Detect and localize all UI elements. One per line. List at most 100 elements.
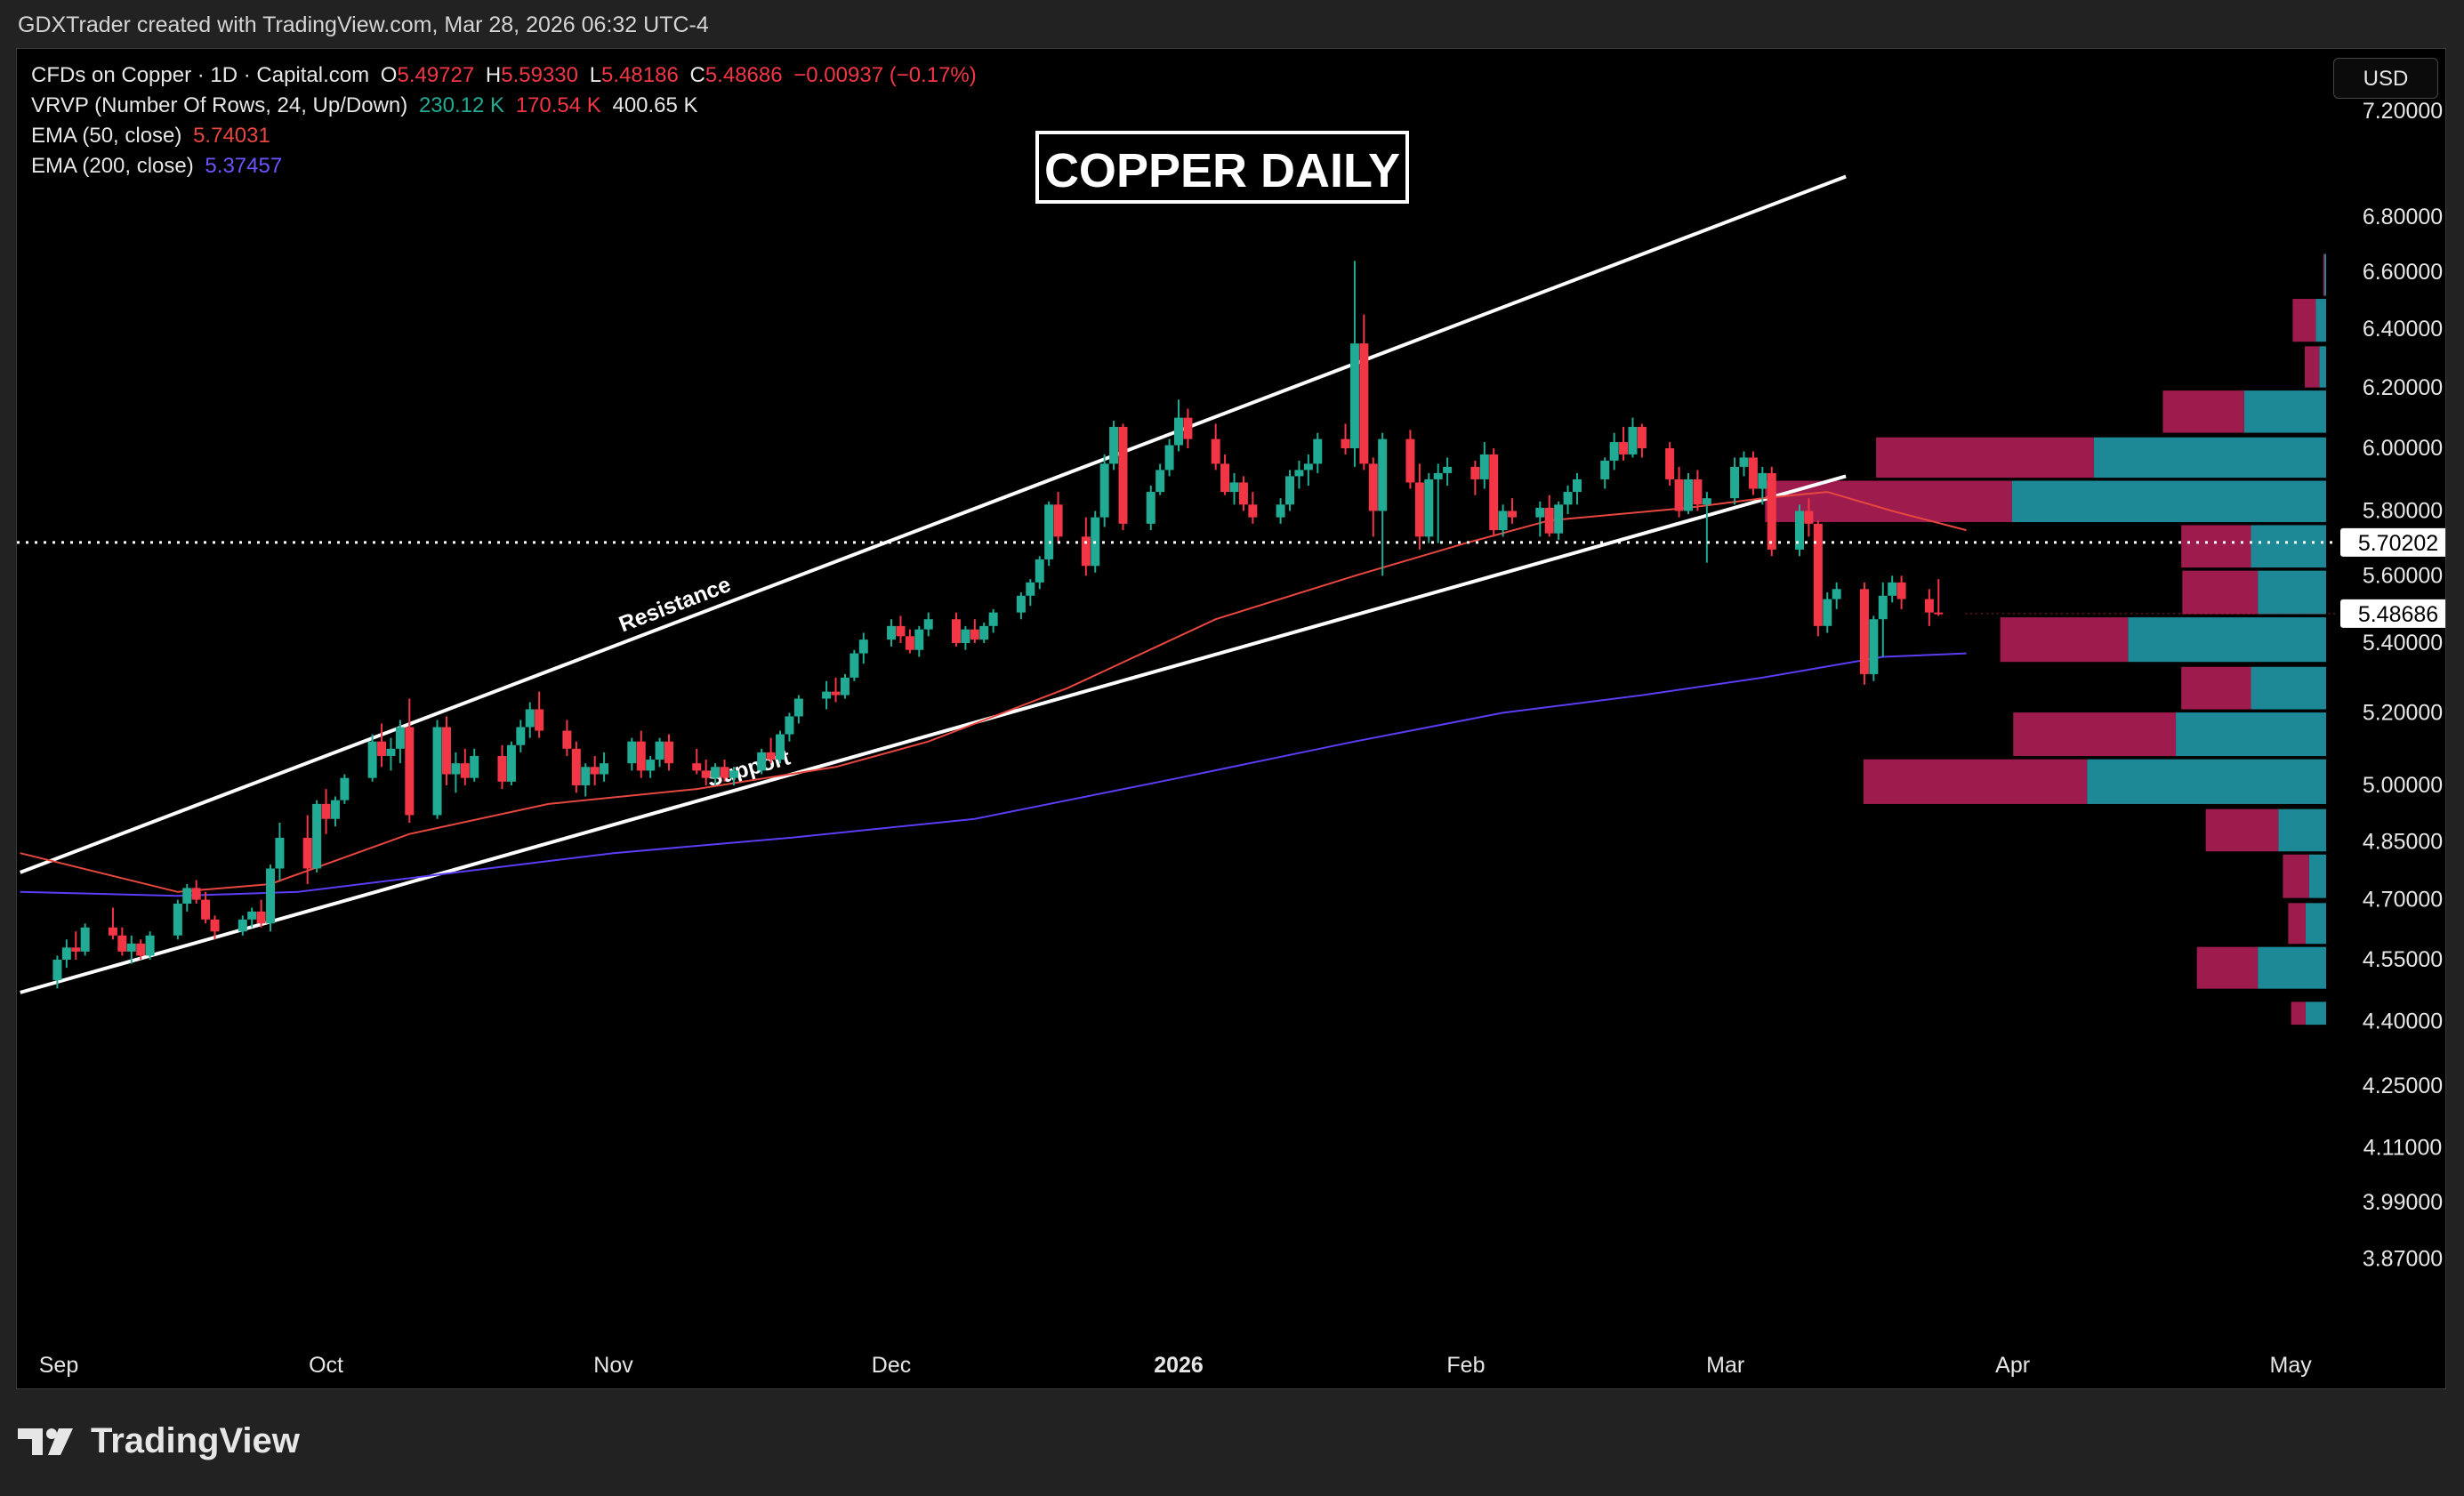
candle-body <box>1081 536 1091 567</box>
candle-body <box>1470 466 1480 479</box>
candle-body <box>1535 507 1545 518</box>
candle-body <box>80 927 90 952</box>
volume-profile-down-bar <box>2305 346 2320 388</box>
candle-body <box>1035 559 1044 583</box>
vrvp-up-value: 230.12 K <box>418 93 505 117</box>
candle-body <box>1767 472 1776 550</box>
candle-body <box>1758 472 1767 489</box>
candle-body <box>238 919 247 932</box>
candle-body <box>1813 523 1823 626</box>
candle-body <box>664 741 674 764</box>
trendline-support <box>20 474 1847 994</box>
candle-body <box>1109 426 1119 464</box>
x-tick-label: Dec <box>872 1353 911 1378</box>
candle-body <box>1285 476 1295 505</box>
candle-body <box>887 625 897 640</box>
volume-profile-up-bar <box>2305 903 2326 945</box>
y-tick-label: 4.11000 <box>2363 1135 2443 1160</box>
y-tick-label: 3.87000 <box>2363 1246 2443 1271</box>
candle-body <box>1628 426 1638 454</box>
candle-body <box>858 639 868 654</box>
candle-body <box>1508 511 1518 518</box>
legend-ema200-row[interactable]: EMA (200, close) 5.37457 <box>31 154 287 179</box>
trendline-resistance <box>20 174 1847 874</box>
x-tick-label: Feb <box>1446 1353 1485 1378</box>
y-tick-label: 4.85000 <box>2363 829 2443 854</box>
candle-body <box>1674 479 1684 511</box>
candle-body <box>571 748 581 785</box>
volume-profile-up-bar <box>2278 808 2326 852</box>
candle-body <box>182 888 192 905</box>
x-tick-label: Nov <box>593 1353 633 1378</box>
y-tick-label: 6.40000 <box>2363 317 2443 342</box>
candle-body <box>405 727 415 816</box>
open-label: O5.49727 <box>380 63 475 87</box>
tradingview-wordmark: TradingView <box>91 1421 300 1460</box>
symbol-label: CFDs on Copper · 1D · Capital.com <box>31 63 370 87</box>
candle-body <box>646 760 656 771</box>
candle-body <box>1433 472 1443 479</box>
legend-ema50-row[interactable]: EMA (50, close) 5.74031 <box>31 124 276 149</box>
candle-body <box>210 919 220 932</box>
candle-body <box>1878 595 1888 620</box>
candle-body <box>191 888 201 900</box>
currency-button[interactable]: USD <box>2333 58 2438 99</box>
candle-body <box>1424 479 1434 537</box>
chart-area[interactable]: 7.20000 6.80000 6.60000 6.40000 6.20000 6.000… <box>16 48 2446 1389</box>
vrvp-total-value: 400.65 K <box>612 93 698 117</box>
candle-body <box>1665 448 1675 479</box>
candle-body <box>979 625 989 640</box>
candle-body <box>1211 438 1220 464</box>
volume-profile-up-bar <box>2305 1001 2326 1025</box>
candle-body <box>951 619 961 643</box>
volume-profile-up-bar <box>2258 570 2326 615</box>
price-tag-label: 5.48686 <box>2358 602 2438 627</box>
candle-body <box>432 727 442 816</box>
candle-body <box>1730 466 1740 499</box>
candle-body <box>535 709 544 731</box>
candle-body <box>822 691 832 699</box>
candle-body <box>136 943 146 956</box>
volume-profile-down-bar <box>2013 712 2177 757</box>
candle-body <box>1313 438 1323 464</box>
volume-profile-down-bar <box>2292 299 2316 342</box>
candle-body <box>1174 417 1183 446</box>
candle-body <box>516 727 526 745</box>
candle-body <box>840 677 850 696</box>
candle-body <box>1554 504 1564 534</box>
candle-body <box>1609 442 1619 461</box>
x-tick-label: Mar <box>1706 1353 1744 1378</box>
volume-profile-down-bar <box>2196 946 2259 989</box>
volume-profile-down-bar <box>2291 1001 2306 1025</box>
candle-body <box>1099 463 1109 518</box>
legend-vrvp-row[interactable]: VRVP (Number Of Rows, 24, Up/Down) 230.1… <box>31 93 704 118</box>
candle-body <box>655 741 664 760</box>
low-label: L5.48186 <box>589 63 679 87</box>
vrvp-down-value: 170.54 K <box>515 93 601 117</box>
legend-symbol-row[interactable]: CFDs on Copper · 1D · Capital.com O5.497… <box>31 63 982 88</box>
candle-body <box>581 767 591 785</box>
candle-body <box>1349 343 1359 448</box>
candle-body <box>1683 479 1693 511</box>
candle-body <box>201 899 211 920</box>
candle-body <box>627 741 637 764</box>
chart-title-box: COPPER DAILY <box>1035 131 1409 204</box>
candlestick-chart[interactable]: 7.20000 6.80000 6.60000 6.40000 6.20000 6.000… <box>17 49 2445 1388</box>
volume-profile-up-bar <box>2011 480 2326 522</box>
candle-body <box>905 636 914 650</box>
candle-body <box>1859 589 1869 674</box>
candle-body <box>850 653 859 678</box>
ema50-label: EMA (50, close) <box>31 124 182 148</box>
x-tick-label: Sep <box>39 1353 78 1378</box>
candle-body <box>1572 479 1582 493</box>
x-tick-label: May <box>2270 1353 2313 1378</box>
tradingview-logo[interactable]: TradingView <box>18 1421 300 1461</box>
candle-body <box>590 767 600 775</box>
volume-profile-up-bar <box>2128 617 2326 663</box>
candle-body <box>1044 504 1054 559</box>
candle-body <box>1600 460 1610 479</box>
candle-body <box>302 838 312 869</box>
volume-profile-up-bar <box>2315 299 2326 342</box>
candle-body <box>600 763 609 775</box>
candle-body <box>441 727 451 775</box>
